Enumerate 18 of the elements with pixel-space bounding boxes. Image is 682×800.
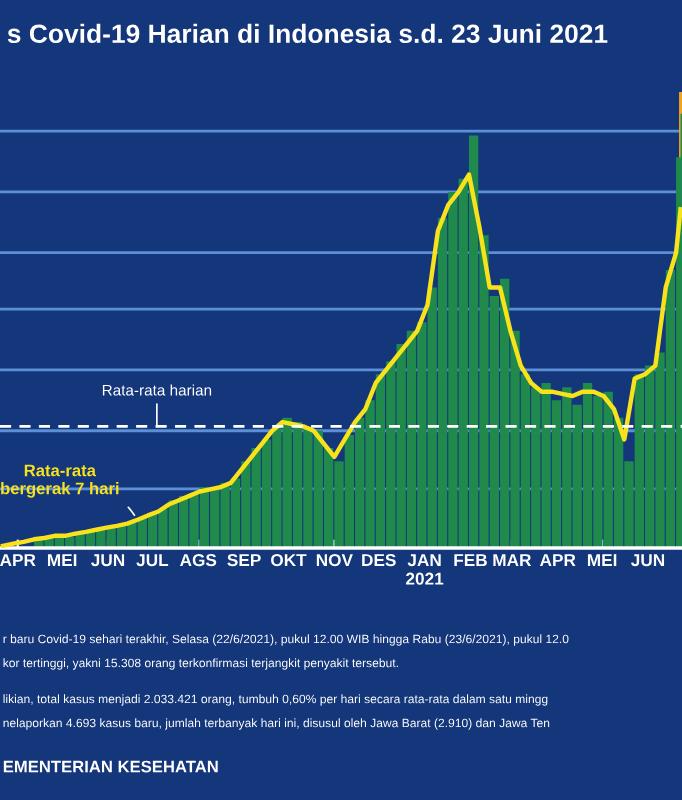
x-tick-label: APR — [539, 554, 576, 567]
chart-title: s Covid-19 Harian di Indonesia s.d. 23 Juni 2021 — [7, 23, 608, 44]
x-tick-label: MAR — [493, 554, 532, 567]
text: EMENTERIAN KESEHATAN — [3, 760, 218, 773]
x-tick-label: JUN — [91, 554, 125, 567]
x-tick-label: JUL — [136, 554, 169, 567]
x-tick-label: SEP — [227, 554, 261, 567]
x-tick-label: JAN 2021 — [406, 554, 444, 585]
x-tick-label: MEI — [587, 554, 617, 567]
x-tick-label: APR — [0, 554, 36, 567]
x-tick-label: DES — [362, 554, 396, 567]
x-tick-label: MEI — [47, 554, 77, 567]
x-tick-label: AGS — [180, 554, 217, 567]
x-tick-label: OKT — [271, 554, 307, 567]
x-tick-label: FEB — [454, 554, 487, 567]
x-tick-label: JUN — [631, 554, 665, 567]
annotation: Rata-rata bergerak 7 hari — [1, 464, 119, 498]
x-tick-label: NOV — [316, 554, 353, 567]
